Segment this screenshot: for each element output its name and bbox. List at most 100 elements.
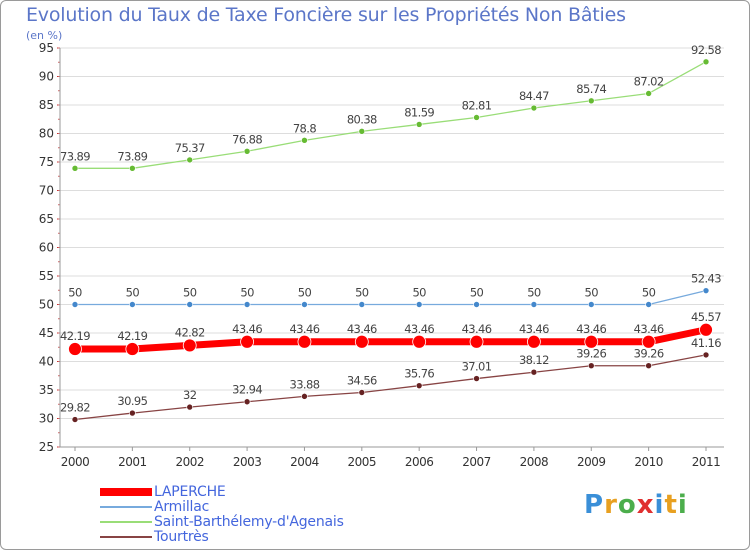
data-label: 29.82	[60, 401, 90, 415]
data-label: 50	[240, 286, 254, 300]
data-point	[186, 156, 194, 164]
data-label: 87.02	[634, 74, 664, 88]
data-point	[415, 121, 423, 128]
legend-swatch	[100, 536, 152, 538]
legend-label: Tourtrès	[154, 529, 209, 545]
y-tick-label: 35	[39, 383, 54, 397]
legend-swatch	[100, 521, 152, 523]
data-label: 43.46	[347, 322, 377, 336]
data-label: 43.46	[404, 322, 434, 336]
series-line-0	[71, 326, 710, 353]
y-tick-label: 80	[39, 127, 54, 141]
y-tick-label: 25	[39, 440, 54, 454]
data-point	[641, 334, 656, 349]
data-point	[354, 334, 369, 349]
data-label: 34.56	[347, 374, 377, 388]
data-point	[358, 301, 366, 308]
data-label: 39.26	[634, 347, 664, 361]
data-point	[412, 334, 427, 349]
legend-label: Armillac	[154, 499, 210, 515]
data-point	[297, 334, 312, 349]
data-point	[243, 147, 251, 155]
data-point	[702, 58, 710, 66]
legend-entry: Saint-Barthélemy-d'Agenais	[100, 515, 420, 530]
data-point	[699, 322, 713, 337]
data-point	[129, 301, 136, 308]
data-label: 50	[642, 286, 656, 300]
data-point	[645, 362, 652, 370]
data-label: 50	[585, 286, 599, 300]
data-point	[301, 393, 308, 400]
data-point	[71, 301, 79, 308]
data-label: 43.46	[576, 322, 606, 336]
data-point	[358, 389, 366, 396]
data-point	[469, 334, 484, 349]
data-label: 81.59	[404, 105, 434, 119]
data-point	[702, 351, 710, 359]
data-point	[129, 409, 136, 417]
data-label: 50	[527, 286, 541, 300]
data-point	[71, 416, 79, 423]
data-label: 52.43	[691, 272, 721, 286]
legend-label: Saint-Barthélemy-d'Agenais	[154, 514, 344, 530]
data-point	[125, 342, 140, 356]
data-point	[68, 342, 82, 356]
x-tick-label: 2011	[692, 455, 721, 469]
data-label: 84.47	[519, 89, 549, 103]
data-label: 38.12	[519, 353, 549, 367]
data-label: 73.89	[117, 149, 147, 163]
data-point	[473, 301, 480, 308]
legend-swatch	[100, 506, 152, 508]
x-tick-label: 2001	[118, 455, 147, 469]
logo-letter: t	[664, 490, 678, 520]
data-label: 78.8	[293, 121, 316, 135]
data-point	[473, 375, 480, 382]
data-point	[645, 301, 652, 308]
series-line-3	[74, 354, 707, 421]
data-point	[240, 334, 254, 349]
x-tick-label: 2005	[348, 455, 377, 469]
x-tick-label: 2004	[290, 455, 319, 469]
data-label: 50	[412, 286, 426, 300]
legend: LAPERCHE Armillac Saint-Barthélemy-d'Agena…	[100, 485, 420, 545]
y-tick-label: 30	[39, 412, 54, 426]
data-point	[587, 301, 595, 308]
y-tick-label: 70	[39, 184, 54, 198]
y-tick-label: 45	[39, 326, 54, 340]
legend-label: LAPERCHE	[154, 484, 226, 500]
data-point	[584, 334, 599, 349]
y-tick-label: 65	[39, 212, 54, 226]
data-label: 75.37	[175, 141, 205, 155]
data-point	[243, 301, 251, 308]
legend-entry: Armillac	[100, 500, 420, 515]
x-tick-label: 2010	[634, 455, 663, 469]
x-tick-label: 2000	[61, 455, 90, 469]
data-label: 92.58	[691, 43, 721, 57]
data-label: 43.46	[232, 322, 262, 336]
data-point	[186, 301, 194, 308]
data-label: 80.38	[347, 112, 377, 126]
data-label: 35.76	[404, 367, 434, 381]
chart-unit: (en %)	[26, 29, 63, 42]
data-point	[358, 128, 366, 135]
legend-entry: Tourtrès	[100, 530, 420, 545]
x-tick-label: 2008	[520, 455, 549, 469]
y-tick-label: 85	[39, 98, 54, 112]
y-tick-label: 60	[39, 241, 54, 255]
data-label: 43.46	[462, 322, 492, 336]
data-label: 37.01	[462, 360, 492, 374]
data-label: 43.46	[634, 322, 664, 336]
y-tick-label: 75	[39, 155, 54, 169]
data-label: 50	[183, 286, 197, 300]
series-line-2	[74, 61, 707, 169]
data-label: 32.94	[232, 383, 262, 397]
data-label: 50	[126, 286, 140, 300]
y-tick-label: 55	[39, 269, 54, 283]
data-label: 82.81	[462, 98, 492, 112]
logo-letter: P	[584, 490, 605, 520]
chart-title: Evolution du Taux de Taxe Foncière sur l…	[26, 4, 626, 26]
data-point	[301, 137, 308, 144]
x-tick-label: 2007	[462, 455, 491, 469]
x-tick-label: 2003	[233, 455, 262, 469]
